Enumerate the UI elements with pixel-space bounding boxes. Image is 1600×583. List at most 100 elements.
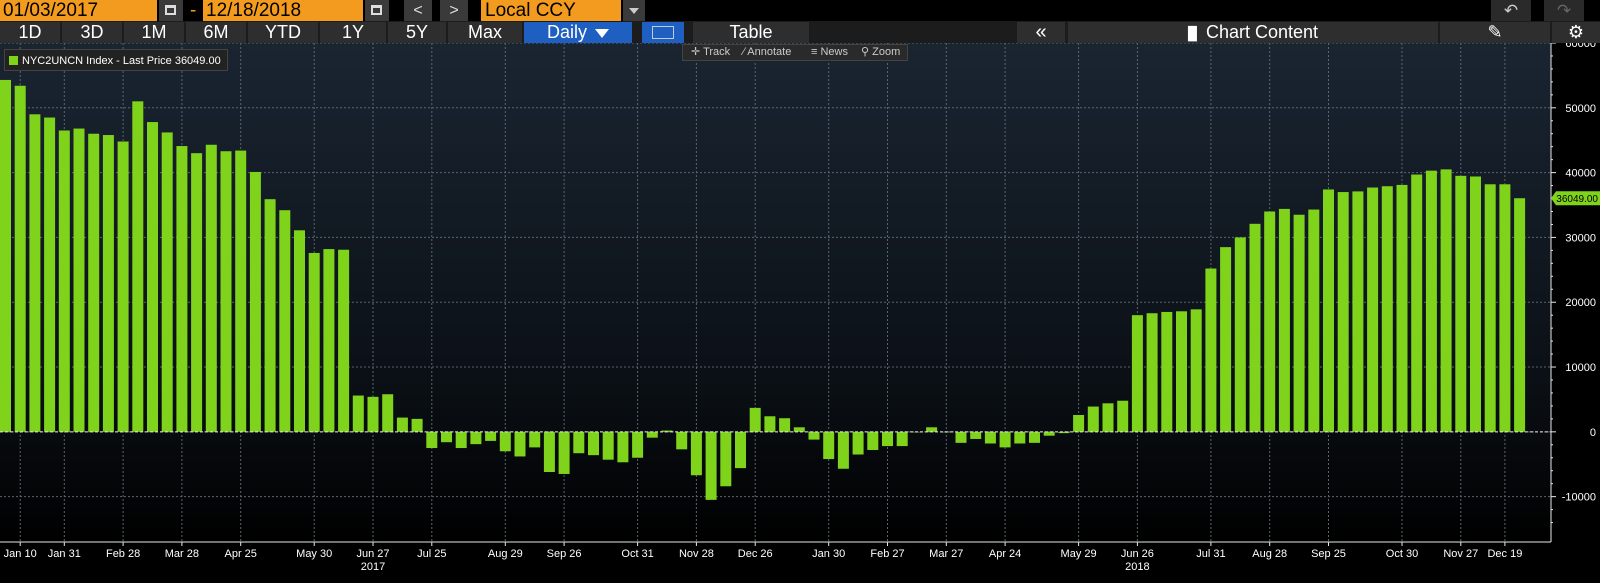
annotate-label: Annotate	[747, 46, 792, 58]
bar	[249, 171, 261, 432]
bar	[1264, 211, 1276, 432]
year-label: 2018	[1125, 561, 1149, 573]
x-tick-label: Jul 31	[1196, 548, 1225, 560]
x-tick-label: Sep 26	[547, 548, 582, 560]
start-date-input[interactable]: 01/03/2017	[0, 0, 157, 21]
frequency-label: Daily	[546, 22, 587, 42]
redo-icon[interactable]: ↷	[1544, 0, 1584, 21]
bar	[1352, 191, 1364, 432]
period-button-3d[interactable]: 3D	[62, 22, 122, 43]
bar	[323, 249, 335, 432]
collapse-icon[interactable]: «	[1017, 22, 1065, 43]
end-date-input[interactable]: 12/18/2018	[203, 0, 363, 21]
bar	[646, 431, 658, 438]
chart-type-button[interactable]	[642, 22, 684, 43]
legend-swatch	[9, 56, 18, 65]
y-tick-label: 50000	[1565, 103, 1596, 115]
period-button-ytd[interactable]: YTD	[248, 22, 318, 43]
x-tick-label: May 29	[1061, 548, 1097, 560]
prev-period-button[interactable]: <	[404, 0, 432, 21]
bar	[926, 427, 938, 432]
period-button-max[interactable]: Max	[448, 22, 522, 43]
last-value-label: 36049.00	[1556, 194, 1598, 205]
bar	[0, 79, 11, 432]
edit-icon[interactable]: ✎	[1440, 22, 1550, 43]
news-label: News	[820, 46, 848, 58]
x-tick-label: Nov 28	[679, 548, 714, 560]
annotate-tool[interactable]: ∕ Annotate	[743, 46, 792, 58]
bar	[485, 431, 497, 441]
bar	[779, 418, 791, 432]
bar	[441, 431, 452, 443]
calendar-icon[interactable]	[365, 0, 389, 21]
zoom-tool[interactable]: ⚲ Zoom	[861, 46, 901, 58]
period-button-6m[interactable]: 6M	[186, 22, 246, 43]
bar	[529, 431, 541, 448]
bar	[808, 431, 820, 440]
frequency-dropdown[interactable]: Daily	[524, 22, 632, 43]
bar	[1323, 189, 1334, 432]
bar	[1367, 187, 1379, 432]
period-button-1m[interactable]: 1M	[124, 22, 184, 43]
bar	[837, 431, 849, 469]
bar	[396, 417, 408, 432]
currency-select[interactable]: Local CCY	[481, 0, 621, 21]
bar	[14, 85, 26, 432]
gear-icon[interactable]: ⚙	[1552, 22, 1600, 43]
bar	[617, 431, 629, 463]
x-tick-label: Oct 30	[1386, 548, 1418, 560]
axes: 60000 50000 40000 30000 20000 10000 0 -10000 Jan…	[0, 43, 1600, 573]
period-button-1d[interactable]: 1D	[0, 22, 60, 43]
bar	[1440, 169, 1452, 432]
top-toolbar: 01/03/2017 - 12/18/2018 < > Local CCY ↶ …	[0, 0, 1600, 21]
next-period-button[interactable]: >	[440, 0, 468, 21]
period-toolbar: 1D 3D 1M 6M YTD 1Y 5Y Max Daily Table « …	[0, 21, 1600, 43]
last-value-marker	[1551, 191, 1600, 206]
bar	[279, 210, 291, 432]
bar	[1396, 184, 1408, 432]
table-button[interactable]: Table	[693, 22, 809, 43]
y-tick-label: 40000	[1565, 168, 1596, 180]
x-tick-label: Jan 30	[812, 548, 845, 560]
bar	[1014, 431, 1026, 444]
x-tick-label: Dec 26	[738, 548, 773, 560]
chevron-down-icon[interactable]	[623, 0, 645, 21]
bar	[1043, 431, 1055, 436]
bar	[44, 117, 56, 432]
calendar-icon[interactable]	[159, 0, 183, 21]
period-button-5y[interactable]: 5Y	[388, 22, 446, 43]
bar	[499, 431, 511, 452]
period-button-1y[interactable]: 1Y	[320, 22, 386, 43]
bar	[264, 199, 276, 432]
bar	[147, 122, 158, 432]
legend[interactable]: NYC2UNCN Index - Last Price 36049.00	[4, 49, 228, 71]
y-tick-label: 60000	[1565, 43, 1596, 50]
bar	[470, 431, 482, 445]
bar	[1029, 431, 1040, 443]
bar	[602, 431, 614, 460]
chart-content-button[interactable]: ▉ Chart Content	[1068, 22, 1438, 43]
bar	[102, 135, 114, 432]
bar	[749, 407, 761, 432]
bar-chart-icon: ▉	[1187, 26, 1198, 41]
bar	[1087, 406, 1099, 432]
bar	[970, 431, 982, 439]
x-tick-label: Jan 31	[48, 548, 81, 560]
bar	[294, 230, 305, 432]
bar	[1161, 311, 1173, 432]
bar	[661, 430, 673, 432]
x-tick-label: Jun 26	[1121, 548, 1154, 560]
chevron-down-icon	[595, 28, 609, 38]
bar	[455, 431, 467, 449]
track-tool[interactable]: ✛ Track	[691, 46, 731, 58]
bar	[720, 431, 732, 487]
bar	[58, 130, 70, 432]
news-tool[interactable]: ≡ News	[811, 46, 848, 58]
bar	[1146, 313, 1158, 432]
x-tick-label: Dec 19	[1487, 548, 1522, 560]
bar	[1455, 175, 1467, 432]
bar	[676, 431, 688, 450]
bar	[308, 252, 320, 432]
bar	[1102, 403, 1114, 432]
undo-icon[interactable]: ↶	[1491, 0, 1531, 21]
